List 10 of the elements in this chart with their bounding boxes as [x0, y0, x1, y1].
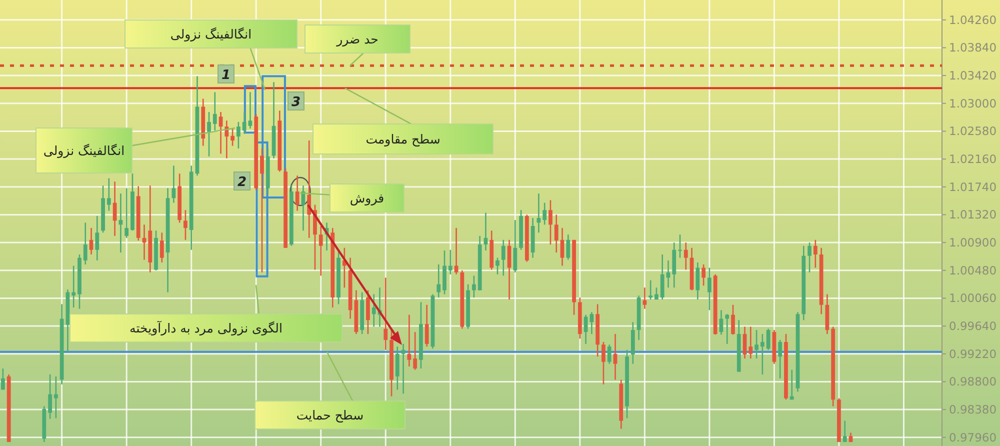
- annotation: فروش: [350, 190, 384, 206]
- annotation: انگالفینگ نزولی: [170, 26, 252, 42]
- ref-line-label: حد ضرر: [336, 32, 378, 48]
- annotation: 3: [291, 95, 301, 110]
- annotation: 1: [221, 68, 231, 83]
- annotation: الگوی نزولی مرد به دارآویخته: [130, 320, 282, 336]
- annotation: 2: [237, 175, 247, 190]
- ref-line-label: سطح حمایت: [296, 408, 364, 424]
- ref-line-label: سطح مقاومت: [366, 132, 440, 148]
- annotation: انگالفینگ نزولی: [43, 143, 125, 159]
